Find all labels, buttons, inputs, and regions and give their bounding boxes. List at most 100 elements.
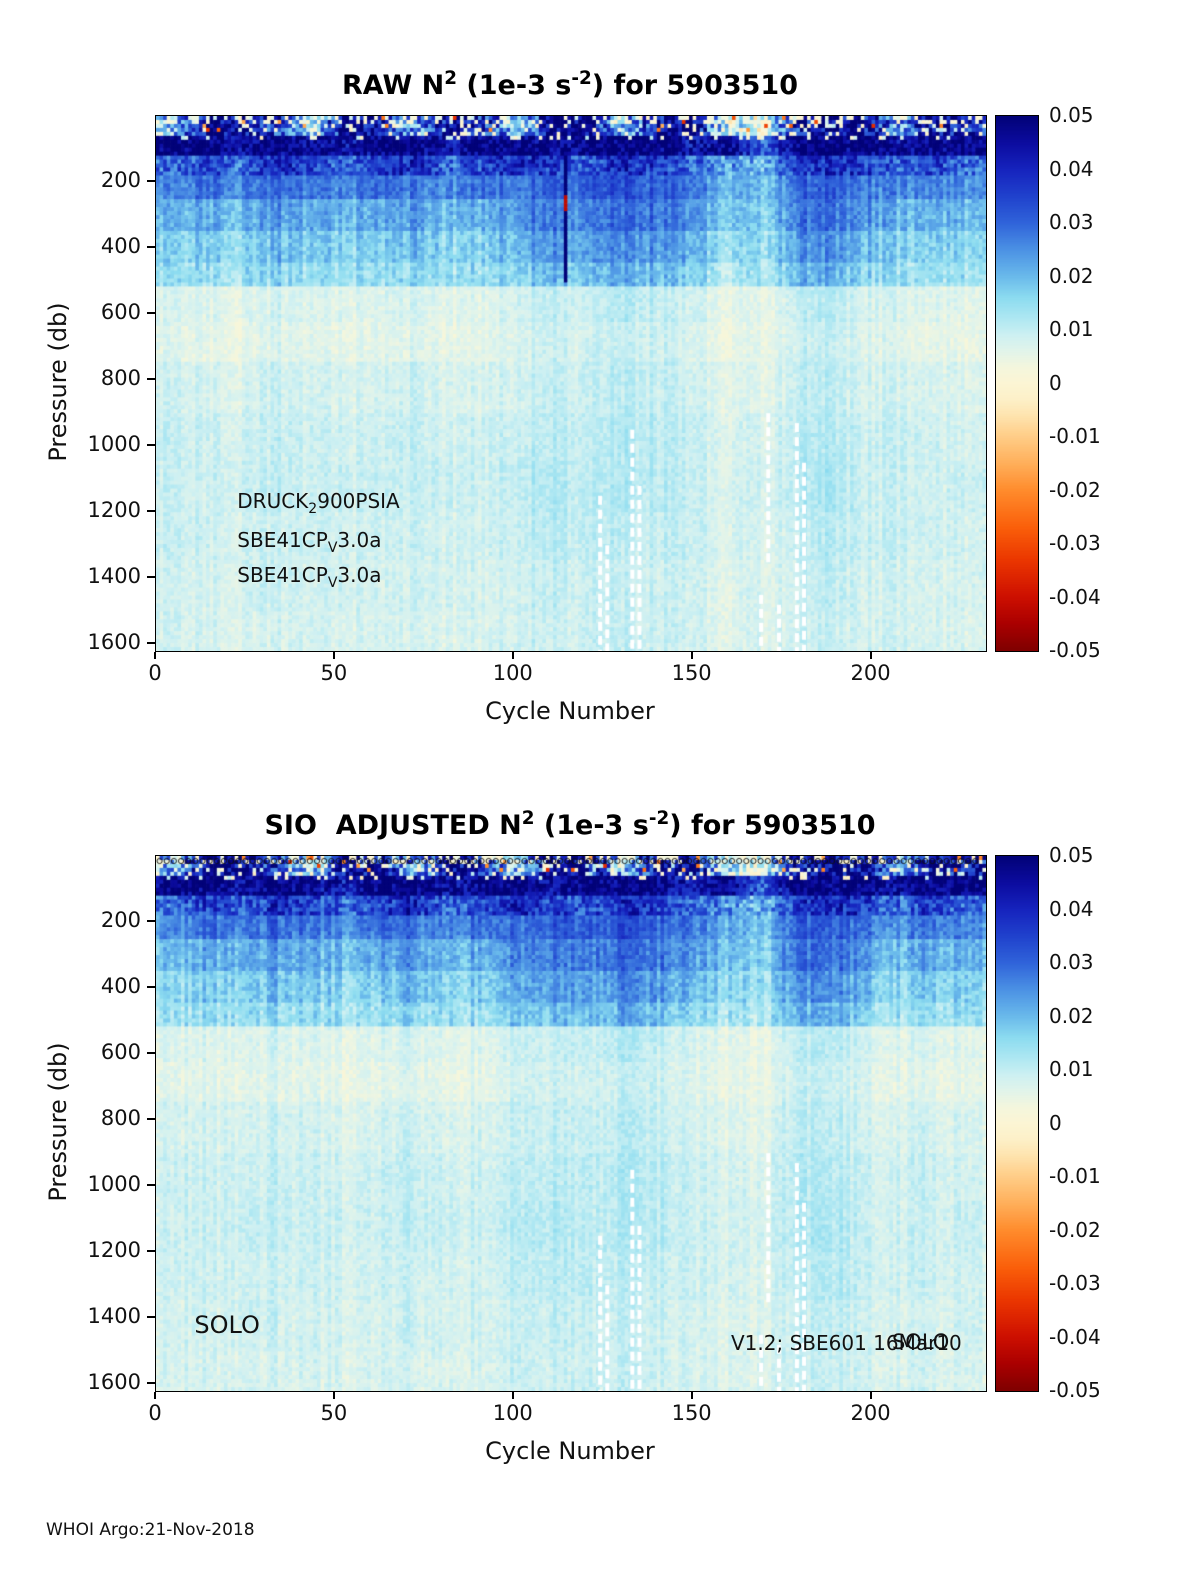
y-tick-label: 800 [100,1106,141,1131]
colorbar-tick-label: 0.04 [1049,156,1094,181]
y-tick-label: 200 [100,168,141,193]
title-superscript: 2 [444,68,458,89]
adjusted-chart-title: SIO ADJUSTED N2 (1e-3 s-2) for 5903510 [155,808,985,841]
y-tick-label: 1200 [87,498,141,523]
adjusted-y-axis-label: Pressure (db) [44,1042,72,1202]
title-text: (1e-3 s [457,70,572,102]
y-tick-mark [147,986,155,989]
y-tick-mark [147,246,155,249]
title-superscript: 2 [521,808,535,829]
chart-annotation: SOLO [194,1311,260,1339]
title-superscript: -2 [571,68,592,89]
raw-colorbar [995,115,1039,652]
annotation-subscript: 2 [308,501,318,518]
annotation-text: 3.0a [337,527,382,552]
x-tick-label: 200 [850,1401,891,1425]
chart-annotation: SBE41CPV3.0a [237,563,381,591]
colorbar-tick-label: 0.01 [1049,317,1094,341]
colorbar-tick-label: -0.02 [1049,477,1101,502]
annotation-text: V1.2; SBE601 16Mar10 [730,1331,962,1356]
colorbar-tick-label: -0.04 [1049,1324,1101,1349]
x-tick-mark [332,1392,335,1399]
x-tick-label: 0 [148,661,162,685]
title-text: RAW N [341,70,445,102]
colorbar-tick-label: -0.04 [1049,584,1101,609]
x-tick-label: 150 [671,1401,712,1425]
x-tick-label: 200 [850,661,891,685]
title-superscript: -2 [648,808,670,829]
annotation-text: 3.0a [337,562,382,587]
colorbar-tick-label: -0.05 [1049,1378,1101,1402]
raw-chart-title: RAW N2 (1e-3 s-2) for 5903510 [155,68,985,101]
colorbar-tick-label: -0.05 [1049,638,1101,662]
chart-annotation: SBE41CPV3.0a [237,528,381,556]
raw-x-axis-label: Cycle Number [485,697,655,725]
y-tick-label: 1200 [87,1238,141,1263]
y-tick-label: 800 [100,366,141,391]
adjusted-x-axis-label: Cycle Number [485,1437,655,1465]
annotation-text: SBE41CP [237,527,328,552]
raw-y-axis-label: Pressure (db) [44,302,72,462]
annotation-text: SOLO [194,1311,260,1340]
y-tick-mark [147,1118,155,1121]
x-tick-label: 50 [320,1401,348,1425]
title-text: ) for 5903510 [591,70,799,102]
y-tick-mark [147,920,155,923]
y-tick-label: 600 [100,1040,141,1065]
x-tick-mark [869,1392,872,1399]
colorbar-tick-label: -0.02 [1049,1217,1101,1242]
colorbar-tick-label: -0.01 [1049,424,1101,448]
colorbar-tick-label: 0.05 [1049,103,1094,127]
colorbar-tick-label: 0.03 [1049,950,1094,974]
annotation-subscript: V [327,574,338,591]
y-tick-mark [147,312,155,315]
colorbar-tick-label: 0 [1049,370,1062,395]
y-tick-mark [147,1250,155,1253]
x-tick-label: 150 [671,661,712,685]
y-tick-label: 1600 [87,630,141,655]
x-tick-mark [690,1392,693,1399]
x-tick-mark [511,1392,514,1399]
x-tick-label: 100 [492,1401,533,1425]
y-tick-mark [147,1052,155,1055]
y-tick-label: 1000 [87,1172,141,1197]
x-tick-label: 50 [320,661,348,685]
x-tick-mark [869,652,872,659]
figure-footer-date: WHOI Argo:21-Nov-2018 [46,1520,255,1540]
y-tick-label: 1400 [87,564,141,589]
y-tick-label: 1000 [87,432,141,457]
colorbar-tick-label: -0.01 [1049,1164,1101,1188]
y-tick-label: 600 [100,300,141,325]
x-tick-mark [511,652,514,659]
colorbar-tick-label: 0.03 [1049,210,1094,234]
colorbar-tick-label: 0.02 [1049,1003,1094,1028]
x-tick-mark [154,652,156,659]
y-tick-label: 1600 [87,1370,141,1395]
annotation-text: 900PSIA [317,489,400,514]
y-tick-label: 1400 [87,1304,141,1329]
x-tick-mark [690,652,693,659]
annotation-text: DRUCK [237,489,309,514]
x-tick-mark [332,652,335,659]
y-tick-mark [147,378,155,381]
colorbar-tick-label: -0.03 [1049,531,1101,555]
y-tick-mark [147,576,155,579]
colorbar-tick-label: 0.02 [1049,263,1094,288]
title-text: SIO ADJUSTED N [264,810,522,842]
y-tick-mark [147,1316,155,1319]
y-tick-label: 400 [100,974,141,999]
adjusted-heatmap-canvas [155,855,987,1392]
chart-annotation: V1.2; SBE601 16Mar10 [731,1331,962,1355]
raw-heatmap-canvas [155,115,987,652]
x-tick-label: 100 [492,661,533,685]
title-text: (1e-3 s [534,810,649,842]
y-tick-mark [147,510,155,513]
y-tick-mark [147,444,155,447]
annotation-text: SBE41CP [237,562,328,587]
annotation-text: SOLO [891,1330,950,1355]
y-tick-mark [147,180,155,183]
adjusted-colorbar [995,855,1039,1392]
chart-annotation: SOLO [892,1330,949,1354]
y-tick-label: 200 [100,908,141,933]
chart-annotation: DRUCK2900PSIA [237,489,399,517]
